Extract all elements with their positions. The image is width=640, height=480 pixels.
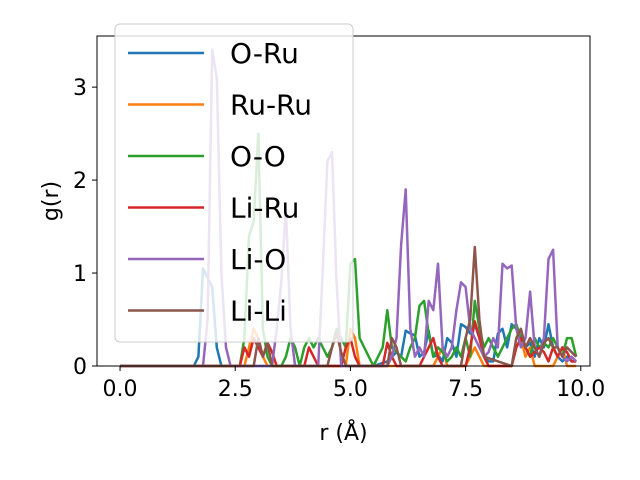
x-tick-label: 10.0 [556, 377, 605, 402]
legend-label: Li-Ru [230, 192, 299, 225]
legend-label: Ru-Ru [230, 89, 312, 122]
x-tick-label: 5.0 [333, 377, 368, 402]
legend-label: Li-Li [230, 295, 287, 328]
x-axis: 0.0 2.5 5.0 7.5 10.0 [103, 366, 605, 402]
y-tick-label: 2 [73, 169, 87, 194]
y-tick-label: 1 [73, 262, 87, 287]
legend-label: O-Ru [230, 37, 299, 70]
legend-label: O-O [230, 140, 286, 173]
x-tick-label: 0.0 [103, 377, 138, 402]
y-axis: 0 1 2 3 [73, 76, 97, 380]
x-tick-label: 7.5 [448, 377, 483, 402]
y-tick-label: 0 [73, 355, 87, 380]
x-axis-label: r (Å) [319, 419, 367, 446]
legend: O-Ru Ru-Ru O-O Li-Ru Li-O Li-Li [114, 23, 354, 343]
x-tick-label: 2.5 [218, 377, 253, 402]
legend-label: Li-O [230, 243, 286, 276]
y-tick-label: 3 [73, 76, 87, 101]
y-axis-label: g(r) [39, 181, 64, 221]
